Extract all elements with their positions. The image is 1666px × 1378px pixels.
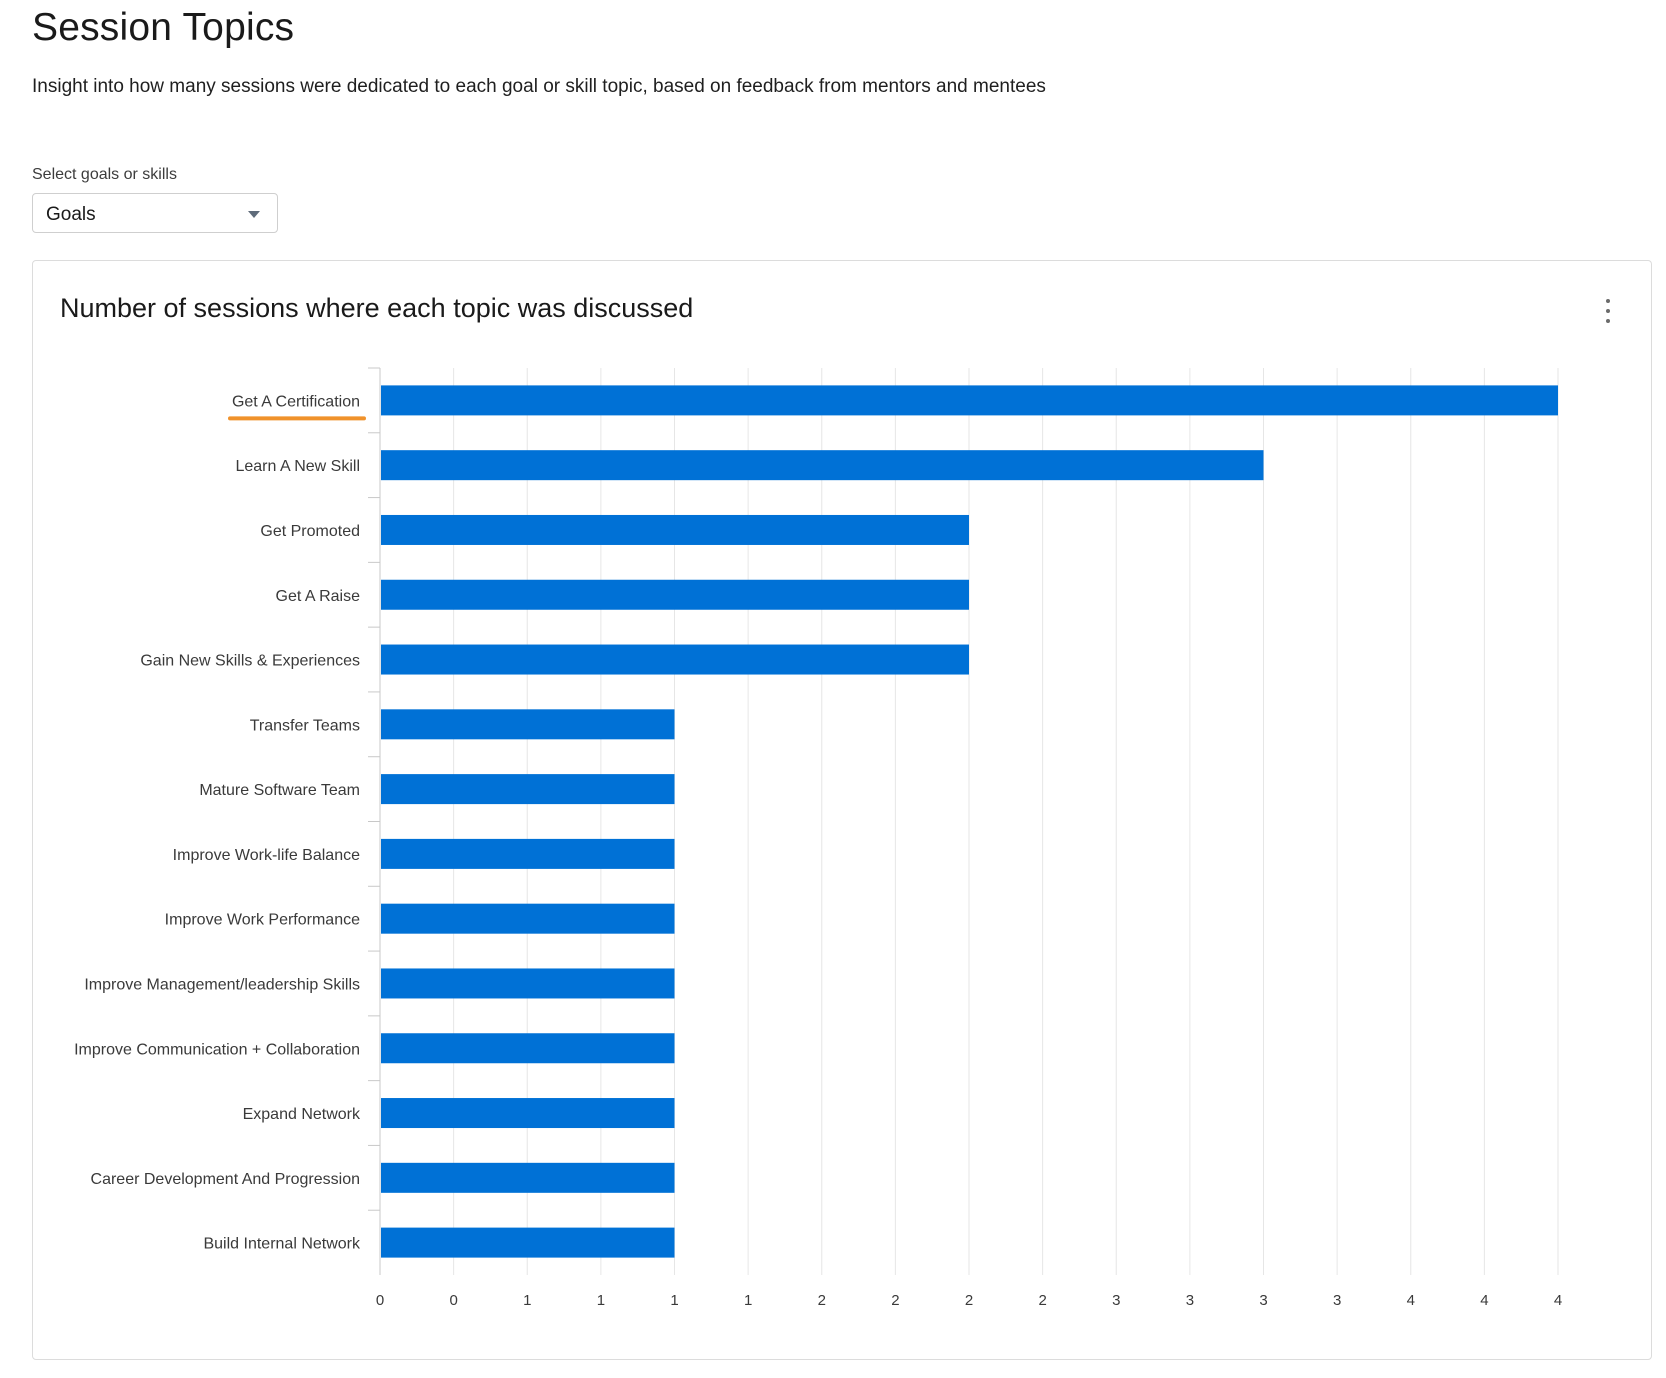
category-label: Get Promoted xyxy=(260,523,360,540)
x-tick-label: 2 xyxy=(1038,1292,1046,1309)
category-label: Gain New Skills & Experiences xyxy=(140,653,360,670)
kebab-menu-icon[interactable] xyxy=(1603,299,1613,323)
chevron-down-icon xyxy=(248,211,260,218)
category-label: Mature Software Team xyxy=(199,782,360,799)
x-tick-label: 0 xyxy=(449,1292,457,1309)
chart-card: Number of sessions where each topic was … xyxy=(32,260,1652,1360)
x-tick-label: 4 xyxy=(1480,1292,1488,1309)
x-tick-label: 2 xyxy=(965,1292,973,1309)
x-tick-label: 4 xyxy=(1407,1292,1415,1309)
bar xyxy=(381,450,1264,481)
category-label: Get A Raise xyxy=(276,588,361,605)
x-tick-label: 2 xyxy=(818,1292,826,1309)
bar xyxy=(381,579,969,610)
category-label: Expand Network xyxy=(243,1106,361,1123)
x-tick-label: 1 xyxy=(670,1292,678,1309)
x-tick-label: 0 xyxy=(376,1292,384,1309)
x-tick-label: 1 xyxy=(523,1292,531,1309)
category-label: Learn A New Skill xyxy=(235,458,360,475)
x-tick-label: 3 xyxy=(1259,1292,1267,1309)
category-label: Get A Certification xyxy=(232,393,360,410)
bar xyxy=(381,644,969,675)
bar xyxy=(381,774,675,805)
bar xyxy=(381,838,675,869)
page-title: Session Topics xyxy=(32,6,295,49)
bar xyxy=(381,1227,675,1258)
category-label: Improve Communication + Collaboration xyxy=(74,1041,360,1058)
bar xyxy=(381,709,675,740)
x-tick-label: 4 xyxy=(1554,1292,1562,1309)
category-label: Transfer Teams xyxy=(250,717,360,734)
select-value: Goals xyxy=(46,204,96,225)
goals-skills-select[interactable]: Goals xyxy=(32,193,278,233)
x-tick-label: 2 xyxy=(891,1292,899,1309)
category-label: Improve Work-life Balance xyxy=(173,847,360,864)
category-label: Improve Work Performance xyxy=(165,912,360,929)
bar xyxy=(381,1033,675,1064)
bar xyxy=(381,514,969,545)
x-tick-label: 3 xyxy=(1186,1292,1194,1309)
page-description: Insight into how many sessions were dedi… xyxy=(32,76,1046,97)
bar xyxy=(381,1098,675,1129)
x-tick-label: 1 xyxy=(597,1292,605,1309)
select-label: Select goals or skills xyxy=(32,166,177,183)
bar xyxy=(381,1162,675,1193)
chart-title: Number of sessions where each topic was … xyxy=(60,293,694,323)
category-label: Career Development And Progression xyxy=(91,1171,360,1188)
category-label: Improve Management/leadership Skills xyxy=(84,976,360,993)
x-tick-label: 3 xyxy=(1112,1292,1120,1309)
bar xyxy=(381,385,1558,416)
bar xyxy=(381,903,675,934)
x-tick-label: 1 xyxy=(744,1292,752,1309)
x-tick-label: 3 xyxy=(1333,1292,1341,1309)
bar xyxy=(381,968,675,999)
category-label: Build Internal Network xyxy=(203,1236,361,1253)
